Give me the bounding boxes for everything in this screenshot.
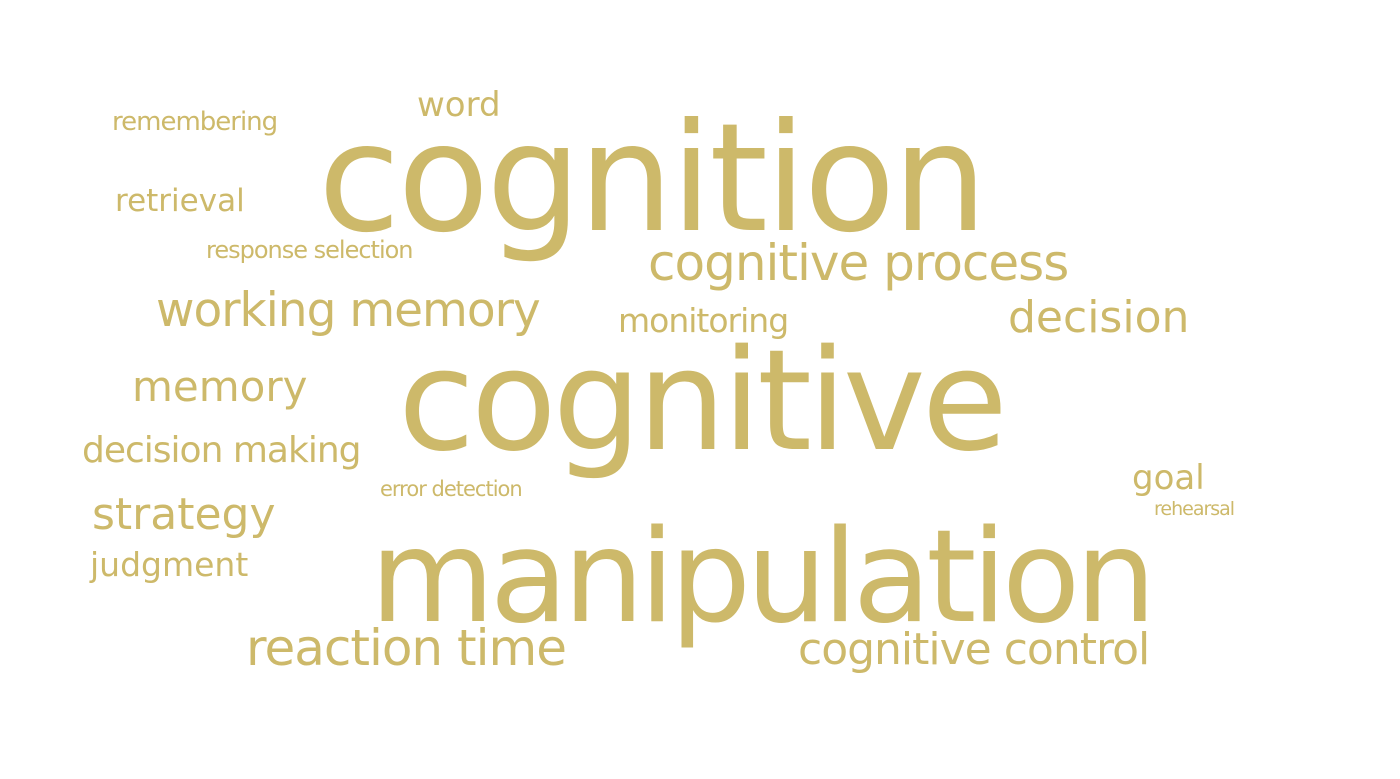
word-response-selection: response selection — [206, 236, 414, 264]
word-decision: decision — [1008, 292, 1190, 343]
word-error-detection: error detection — [380, 477, 523, 501]
word-remembering: remembering — [112, 107, 278, 137]
word-word: word — [417, 85, 501, 125]
word-cognitive: cognitive — [398, 320, 1008, 483]
word-retrieval: retrieval — [115, 183, 245, 219]
word-strategy: strategy — [92, 489, 276, 540]
word-monitoring: monitoring — [618, 301, 789, 340]
word-memory: memory — [132, 362, 308, 411]
word-cognition: cognition — [318, 92, 988, 266]
word-cognitive-process: cognitive process — [648, 234, 1069, 292]
word-cognitive-control: cognitive control — [798, 624, 1150, 675]
word-rehearsal: rehearsal — [1154, 498, 1235, 520]
word-working-memory: working memory — [156, 283, 541, 338]
word-manipulation: manipulation — [370, 503, 1156, 652]
word-decision-making: decision making — [82, 430, 361, 471]
word-goal: goal — [1132, 458, 1205, 498]
word-reaction-time: reaction time — [246, 619, 567, 677]
word-judgment: judgment — [90, 545, 249, 584]
